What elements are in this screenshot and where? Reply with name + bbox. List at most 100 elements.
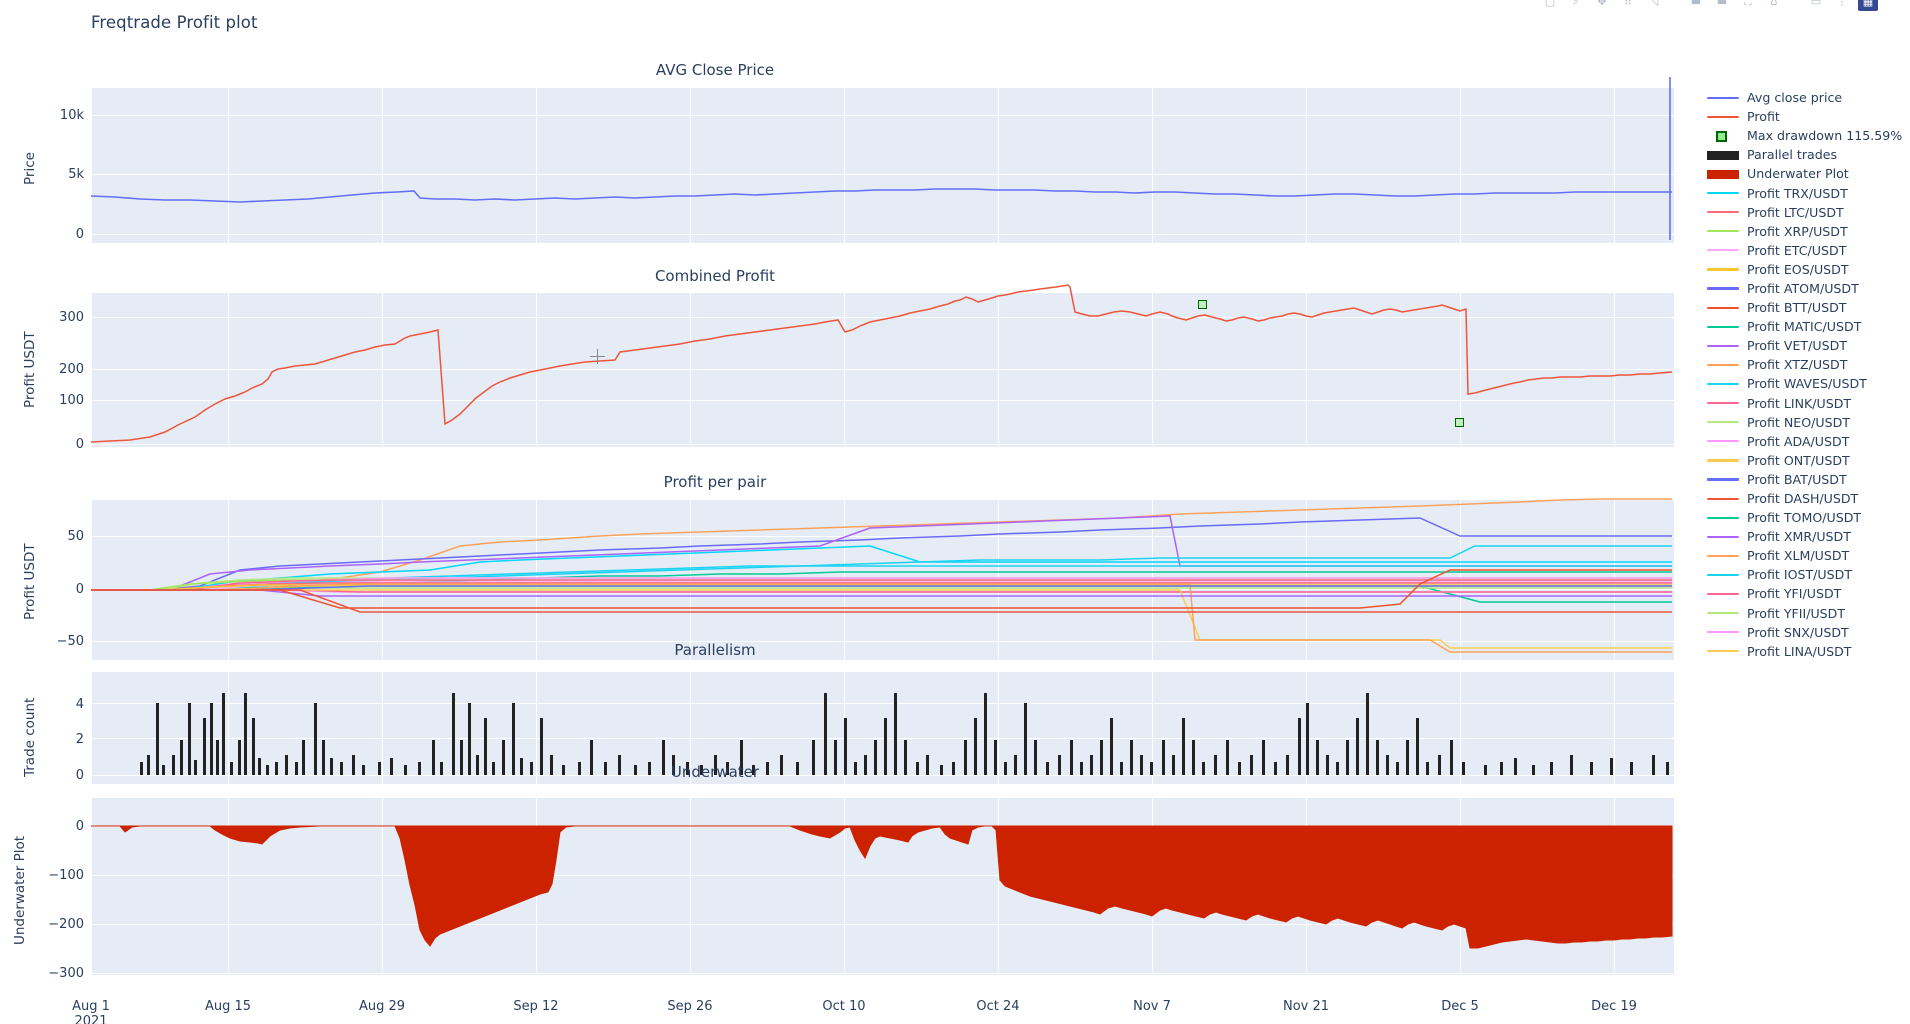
legend-item[interactable]: Profit ATOM/USDT [1707,279,1907,298]
ytick-uw-n100: −100 [48,868,84,883]
chart-legend[interactable]: Avg close price Profit Max drawdown 115.59… [1707,88,1907,661]
legend-item[interactable]: Profit XTZ/USDT [1707,355,1907,374]
legend-item[interactable]: Profit ONT/USDT [1707,451,1907,470]
legend-item[interactable]: Parallel trades [1707,145,1907,164]
ytick-uw-n300: −300 [48,966,84,981]
legend-item[interactable]: Profit XLM/USDT [1707,546,1907,565]
legend-item[interactable]: Profit TOMO/USDT [1707,508,1907,527]
ytick-uw-n200: −200 [48,917,84,932]
vgridline [1460,672,1461,784]
legend-swatch-icon [1707,568,1739,582]
legend-item[interactable]: Profit YFII/USDT [1707,604,1907,623]
vgridline [228,672,229,784]
ytick-parallel-4: 4 [75,697,84,712]
max-drawdown-trough-marker[interactable] [1455,418,1464,427]
ytick-parallel-2: 2 [75,732,84,747]
legend-item-label: Profit SNX/USDT [1747,624,1849,640]
legend-swatch-icon [1707,587,1739,601]
xtick-oct-10: Oct 10 [822,999,866,1014]
legend-swatch-icon [1707,224,1739,238]
legend-item[interactable]: Profit MATIC/USDT [1707,317,1907,336]
legend-item-label: Profit BAT/USDT [1747,471,1847,487]
legend-item[interactable]: Avg close price [1707,88,1907,107]
legend-item[interactable]: Profit ETC/USDT [1707,241,1907,260]
legend-item[interactable]: Profit LINK/USDT [1707,394,1907,413]
legend-swatch-icon [1707,205,1739,219]
xtick-sep-26: Sep 26 [667,999,713,1014]
reset-axes-icon[interactable]: ⌂ [1770,0,1778,8]
vgridline [1152,293,1153,447]
legend-item[interactable]: Profit XRP/USDT [1707,222,1907,241]
vgridline [1152,88,1153,243]
legend-item[interactable]: Profit EOS/USDT [1707,260,1907,279]
vgridline [228,500,229,660]
gridline-200 [91,369,1674,370]
legend-item[interactable]: Profit TRX/USDT [1707,183,1907,202]
vgridline [998,798,999,975]
zoom-out-icon[interactable]: ▬ [1716,0,1728,8]
plot-area-combined-profit[interactable] [91,293,1674,447]
zoom-icon[interactable]: ⌕ [1572,0,1580,8]
xtick-nov-7: Nov 7 [1133,999,1171,1014]
vgridline [690,672,691,784]
camera-icon[interactable]: ▢ [1544,0,1556,8]
pan-icon[interactable]: ✥ [1597,0,1607,8]
ytick-combined-0: 0 [75,437,84,452]
legend-swatch-icon [1707,186,1739,200]
legend-item[interactable]: Max drawdown 115.59% [1707,126,1907,145]
legend-item[interactable]: Profit XMR/USDT [1707,527,1907,546]
zoom-in-icon[interactable]: ▬ [1690,0,1702,8]
legend-item-label: Profit XRP/USDT [1747,223,1848,239]
legend-item[interactable]: Profit NEO/USDT [1707,413,1907,432]
legend-swatch-icon [1707,358,1739,372]
legend-item[interactable]: Profit ADA/USDT [1707,432,1907,451]
legend-item[interactable]: Profit IOST/USDT [1707,565,1907,584]
legend-swatch-icon [1707,511,1739,525]
crosshair-cursor [590,349,605,364]
gridline-0 [91,775,1674,776]
legend-item[interactable]: Profit BTT/USDT [1707,298,1907,317]
plotly-modebar[interactable]: ▢ ⌕ ✥ ⠿ ◹ ▬ ▬ ⛶ ⌂ ▭ ⋮ ▦ [1540,0,1900,12]
hover-compare-icon[interactable]: ⋮ [1836,0,1848,8]
xtick-oct-24: Oct 24 [976,999,1020,1014]
xtick-sep-12: Sep 12 [513,999,559,1014]
box-select-icon[interactable]: ⠿ [1623,0,1633,8]
vgridline [382,798,383,975]
ytick-price-5k: 5k [68,167,84,182]
spike-lines-icon[interactable]: ▭ [1810,0,1822,8]
legend-item-label: Profit MATIC/USDT [1747,319,1862,335]
legend-item[interactable]: Profit DASH/USDT [1707,489,1907,508]
plotly-logo-icon[interactable]: ▦ [1858,0,1878,11]
vgridline [1614,672,1615,784]
legend-item[interactable]: Profit SNX/USDT [1707,623,1907,642]
ytick-price-0: 0 [75,227,84,242]
legend-item[interactable]: Profit WAVES/USDT [1707,374,1907,393]
gridline-n200 [91,924,1674,925]
ytick-pair-0: 0 [75,582,84,597]
subplot-title-parallelism: Parallelism [674,641,756,659]
legend-item[interactable]: Profit LTC/USDT [1707,203,1907,222]
vgridline [998,88,999,243]
legend-item[interactable]: Profit [1707,107,1907,126]
vgridline [91,88,92,243]
vgridline [91,500,92,660]
legend-item-label: Profit IOST/USDT [1747,567,1853,583]
lasso-select-icon[interactable]: ◹ [1649,0,1659,8]
legend-swatch-icon [1707,243,1739,257]
max-drawdown-peak-marker[interactable] [1198,300,1207,309]
plot-area-avg-close-price[interactable] [91,88,1674,243]
legend-item[interactable]: Profit BAT/USDT [1707,470,1907,489]
vgridline [382,293,383,447]
legend-item[interactable]: Underwater Plot [1707,164,1907,183]
gridline-0 [91,234,1674,235]
ytick-combined-200: 200 [59,362,84,377]
legend-item[interactable]: Profit VET/USDT [1707,336,1907,355]
xtick-nov-21: Nov 21 [1282,999,1330,1014]
legend-swatch-icon [1707,549,1739,563]
legend-item[interactable]: Profit YFI/USDT [1707,584,1907,603]
legend-item-label: Profit YFII/USDT [1747,605,1846,621]
autoscale-icon[interactable]: ⛶ [1744,0,1752,8]
xtick-year: 2021 [74,1014,108,1024]
legend-item[interactable]: Profit LINA/USDT [1707,642,1907,661]
